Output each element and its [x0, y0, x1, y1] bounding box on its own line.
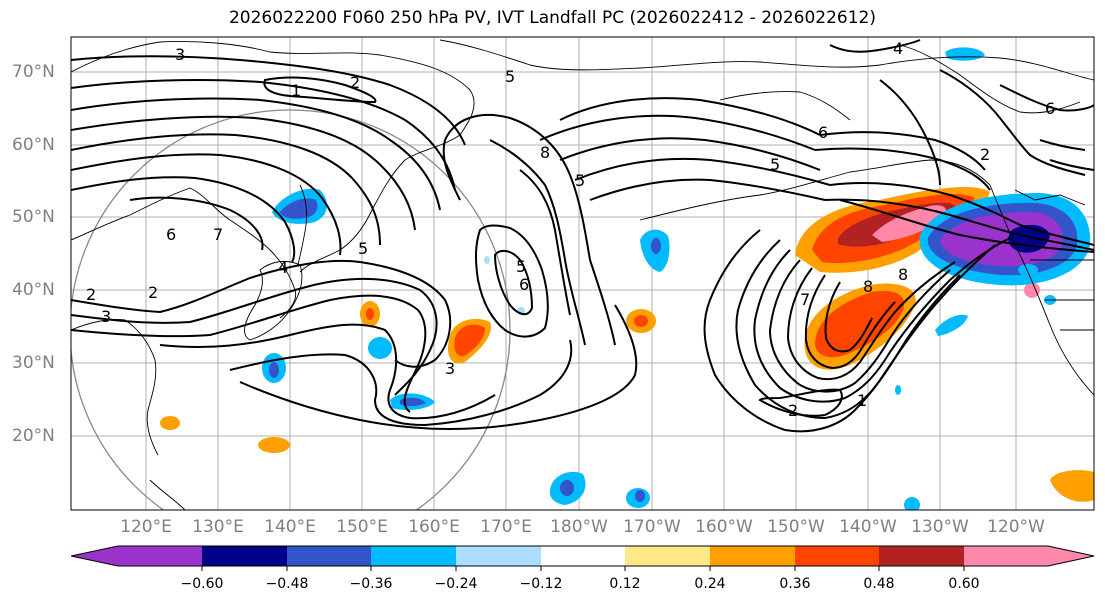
contour-label: 6: [818, 123, 828, 142]
contour-label: 8: [863, 277, 873, 296]
lon-label: 130°W: [911, 517, 969, 537]
colorbar-segment: [371, 546, 456, 566]
contour-label: 2: [148, 283, 158, 302]
lon-label: 140°E: [264, 517, 316, 537]
colorbar-tick: −0.24: [434, 576, 478, 592]
contour-label: 5: [575, 171, 585, 190]
contour-label: 7: [800, 290, 810, 309]
contour-label: 2: [788, 401, 798, 420]
colorbar-tick: −0.48: [265, 576, 309, 592]
lon-label: 150°W: [767, 517, 825, 537]
contour-label: 6: [1045, 99, 1055, 118]
colorbar-segment: [541, 546, 625, 566]
lat-label: 60°N: [12, 135, 55, 155]
negative-anomaly-shading: [262, 47, 1091, 510]
contour-label: 5: [770, 155, 780, 174]
colorbar-segment: [287, 546, 371, 566]
colorbar-tick: −0.60: [180, 576, 224, 592]
contour-label: 7: [213, 225, 223, 244]
colorbar-tick: 0.12: [609, 576, 641, 592]
colorbar-tick: −0.36: [349, 576, 393, 592]
contour-label: 6: [166, 225, 176, 244]
lon-label: 170°E: [480, 517, 532, 537]
lat-label: 70°N: [12, 62, 55, 82]
colorbar-segment: [625, 546, 710, 566]
lon-label: 160°E: [408, 517, 460, 537]
colorbar-segment: [710, 546, 795, 566]
colorbar-tick: 0.36: [779, 576, 811, 592]
contour-labels: 1 2 3 6 7 2 3 2 4 5 3 5 6 8 5 5 4 6 2 6 …: [86, 39, 1055, 420]
pv-contours: [71, 39, 1094, 433]
lon-label: 170°W: [623, 517, 681, 537]
lon-label: 120°E: [120, 517, 172, 537]
contour-label: 1: [291, 81, 301, 100]
contour-label: 8: [540, 143, 550, 162]
colorbar-segment: [71, 546, 202, 566]
lon-label: 180°W: [550, 517, 608, 537]
range-circle: [71, 109, 511, 510]
positive-anomaly-shading: [160, 186, 1094, 502]
colorbar-segment: [879, 546, 964, 566]
lon-label: 160°W: [695, 517, 753, 537]
colorbar: [70, 545, 1095, 571]
colorbar-segment: [795, 546, 879, 566]
colorbar-tick: −0.12: [519, 576, 563, 592]
contour-label: 4: [893, 39, 903, 58]
lat-label: 30°N: [12, 353, 55, 373]
colorbar-tick: 0.60: [948, 576, 980, 592]
lon-label: 150°E: [336, 517, 388, 537]
lon-label: 140°W: [839, 517, 897, 537]
colorbar-segment: [202, 546, 287, 566]
contour-label: 5: [505, 67, 515, 86]
contour-label: 5: [516, 257, 526, 276]
colorbar-segment: [456, 546, 541, 566]
lat-label: 50°N: [12, 207, 55, 227]
contour-label: 2: [980, 145, 990, 164]
contour-label: 4: [278, 258, 288, 277]
lat-label: 40°N: [12, 280, 55, 300]
contour-label: 1: [857, 391, 867, 410]
lon-label: 120°W: [987, 517, 1045, 537]
contour-label: 5: [358, 239, 368, 258]
contour-label: 3: [175, 45, 185, 64]
contour-label: 2: [350, 73, 360, 92]
colorbar-tick: 0.24: [694, 576, 726, 592]
contour-label: 6: [519, 275, 529, 294]
lon-label: 130°E: [192, 517, 244, 537]
lat-label: 20°N: [12, 426, 55, 446]
contour-label: 2: [86, 285, 96, 304]
gridlines: [71, 37, 1094, 510]
map-title: 2026022200 F060 250 hPa PV, IVT Landfall…: [228, 8, 876, 28]
colorbar-tick: 0.48: [863, 576, 895, 592]
colorbar-segment: [964, 546, 1094, 566]
contour-label: 3: [101, 307, 111, 326]
contour-label: 8: [898, 265, 908, 284]
contour-label: 3: [445, 359, 455, 378]
